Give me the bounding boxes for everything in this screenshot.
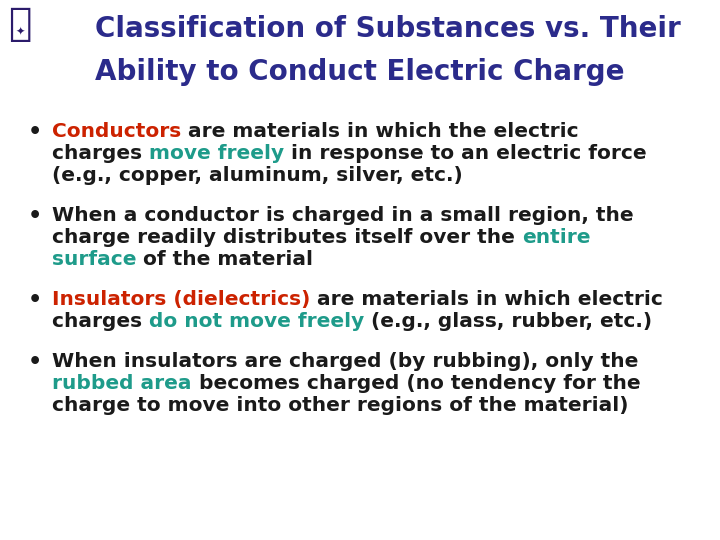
Text: entire: entire [522, 228, 590, 247]
Text: •: • [28, 290, 42, 310]
Text: becomes charged (no tendency for the: becomes charged (no tendency for the [192, 374, 640, 393]
Text: charges: charges [52, 312, 149, 331]
Text: Classification of Substances vs. Their: Classification of Substances vs. Their [95, 15, 680, 43]
Text: (e.g., glass, rubber, etc.): (e.g., glass, rubber, etc.) [364, 312, 652, 331]
Text: surface: surface [52, 250, 137, 269]
Text: •: • [28, 206, 42, 226]
Text: are materials in which the electric: are materials in which the electric [181, 122, 579, 141]
Text: Conductors: Conductors [52, 122, 181, 141]
Text: are materials in which electric: are materials in which electric [310, 290, 663, 309]
Text: Insulators (dielectrics): Insulators (dielectrics) [52, 290, 310, 309]
Text: •: • [28, 352, 42, 372]
Text: charge to move into other regions of the material): charge to move into other regions of the… [52, 396, 629, 415]
Text: charge readily distributes itself over the: charge readily distributes itself over t… [52, 228, 522, 247]
Text: •: • [28, 122, 42, 142]
Text: charges: charges [52, 144, 149, 163]
Text: (e.g., copper, aluminum, silver, etc.): (e.g., copper, aluminum, silver, etc.) [52, 166, 463, 185]
Text: ✦: ✦ [15, 26, 24, 37]
Text: in response to an electric force: in response to an electric force [284, 144, 647, 163]
Text: Ability to Conduct Electric Charge: Ability to Conduct Electric Charge [95, 58, 624, 86]
Text: of the material: of the material [137, 250, 313, 269]
Text: When a conductor is charged in a small region, the: When a conductor is charged in a small r… [52, 206, 634, 225]
Text: move freely: move freely [149, 144, 284, 163]
Text: do not move freely: do not move freely [149, 312, 364, 331]
Text: When insulators are charged (by rubbing), only the: When insulators are charged (by rubbing)… [52, 352, 639, 371]
Text: rubbed area: rubbed area [52, 374, 192, 393]
Text: 🦎: 🦎 [8, 5, 32, 43]
